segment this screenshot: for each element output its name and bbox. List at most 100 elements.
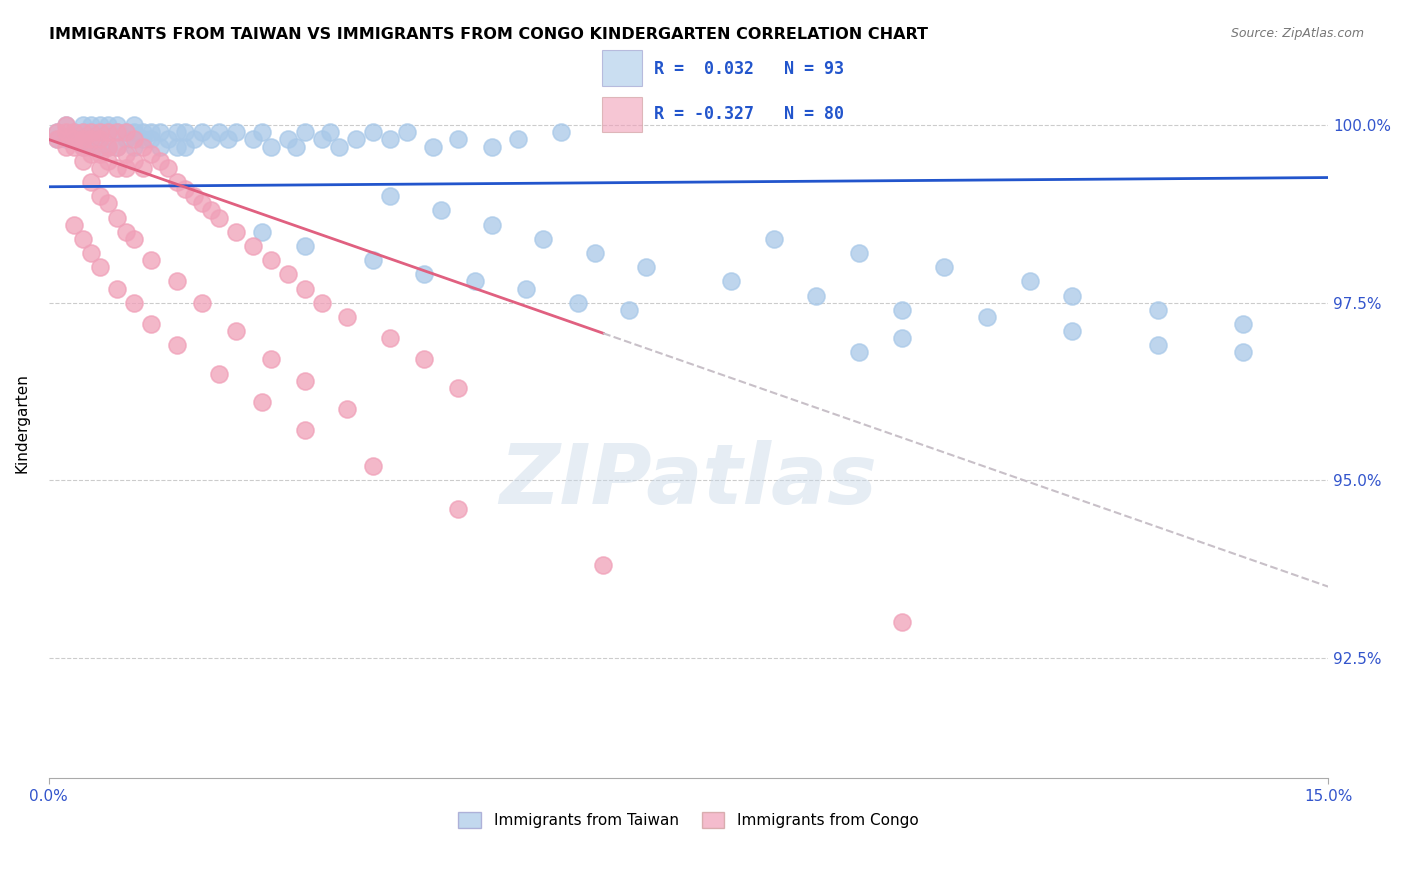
Point (191, 196, 214, 211)
Point (55, 139, 77, 153)
Text: R =  0.032   N = 93: R = 0.032 N = 93 (654, 60, 844, 78)
Point (149, 153, 172, 168)
Point (617, 302, 640, 317)
Point (242, 132, 264, 146)
Point (311, 132, 333, 146)
Point (149, 139, 172, 153)
Point (285, 139, 308, 153)
Point (105, 281, 128, 295)
Point (464, 275, 486, 289)
Point (447, 381, 470, 395)
Text: R = -0.327   N = 80: R = -0.327 N = 80 (654, 105, 844, 123)
Point (131, 125, 153, 139)
Point (515, 281, 537, 295)
Point (378, 331, 401, 345)
Point (139, 253, 162, 268)
Point (277, 132, 299, 146)
Point (122, 232, 145, 246)
Point (848, 246, 870, 260)
Point (294, 125, 316, 139)
Point (174, 139, 197, 153)
Point (72, 139, 94, 153)
Y-axis label: Kindergarten: Kindergarten (15, 374, 30, 474)
Point (319, 125, 342, 139)
Point (250, 125, 273, 139)
Point (63, 125, 86, 139)
Point (361, 458, 384, 473)
Point (122, 132, 145, 146)
Point (46, 125, 69, 139)
Point (89, 118, 111, 132)
Point (157, 132, 180, 146)
Point (97, 139, 120, 153)
Point (217, 132, 239, 146)
Point (63, 132, 86, 146)
Point (72, 118, 94, 132)
Legend: Immigrants from Taiwan, Immigrants from Congo: Immigrants from Taiwan, Immigrants from … (453, 806, 925, 834)
Point (976, 310, 998, 324)
Point (225, 225, 247, 239)
Point (89, 146, 111, 161)
Text: ZIPatlas: ZIPatlas (499, 440, 877, 521)
Point (166, 175, 188, 189)
Point (259, 139, 281, 153)
Point (174, 125, 197, 139)
Point (139, 317, 162, 331)
Point (200, 132, 222, 146)
Point (336, 402, 359, 417)
Point (80, 125, 103, 139)
Point (139, 125, 162, 139)
Point (105, 139, 128, 153)
Point (481, 218, 503, 232)
Point (208, 367, 231, 381)
Point (131, 132, 153, 146)
Point (166, 125, 188, 139)
Point (139, 146, 162, 161)
Text: Source: ZipAtlas.com: Source: ZipAtlas.com (1230, 27, 1364, 40)
Point (89, 260, 111, 275)
Point (72, 153, 94, 168)
Point (567, 295, 589, 310)
Point (506, 132, 529, 146)
Point (200, 203, 222, 218)
Point (89, 125, 111, 139)
Point (890, 331, 912, 345)
Point (934, 260, 956, 275)
Point (80, 132, 103, 146)
Point (890, 615, 912, 629)
Point (114, 132, 136, 146)
Point (311, 295, 333, 310)
Point (97, 118, 120, 132)
Point (55, 118, 77, 132)
Point (806, 288, 828, 302)
Point (89, 161, 111, 175)
Point (361, 125, 384, 139)
Point (46, 125, 69, 139)
Point (105, 211, 128, 225)
Point (114, 146, 136, 161)
Point (114, 125, 136, 139)
Point (1062, 288, 1084, 302)
Point (97, 153, 120, 168)
Point (80, 118, 103, 132)
Point (533, 232, 555, 246)
Point (361, 253, 384, 268)
Point (762, 232, 785, 246)
Point (378, 132, 401, 146)
Point (225, 125, 247, 139)
Point (89, 125, 111, 139)
Point (105, 161, 128, 175)
Point (72, 125, 94, 139)
Point (63, 218, 86, 232)
Point (208, 211, 231, 225)
Point (890, 302, 912, 317)
Point (131, 139, 153, 153)
Point (294, 374, 316, 388)
Point (1232, 345, 1254, 359)
Point (97, 125, 120, 139)
Point (1146, 338, 1168, 352)
Point (72, 232, 94, 246)
Point (328, 139, 350, 153)
Point (720, 275, 742, 289)
Point (166, 139, 188, 153)
